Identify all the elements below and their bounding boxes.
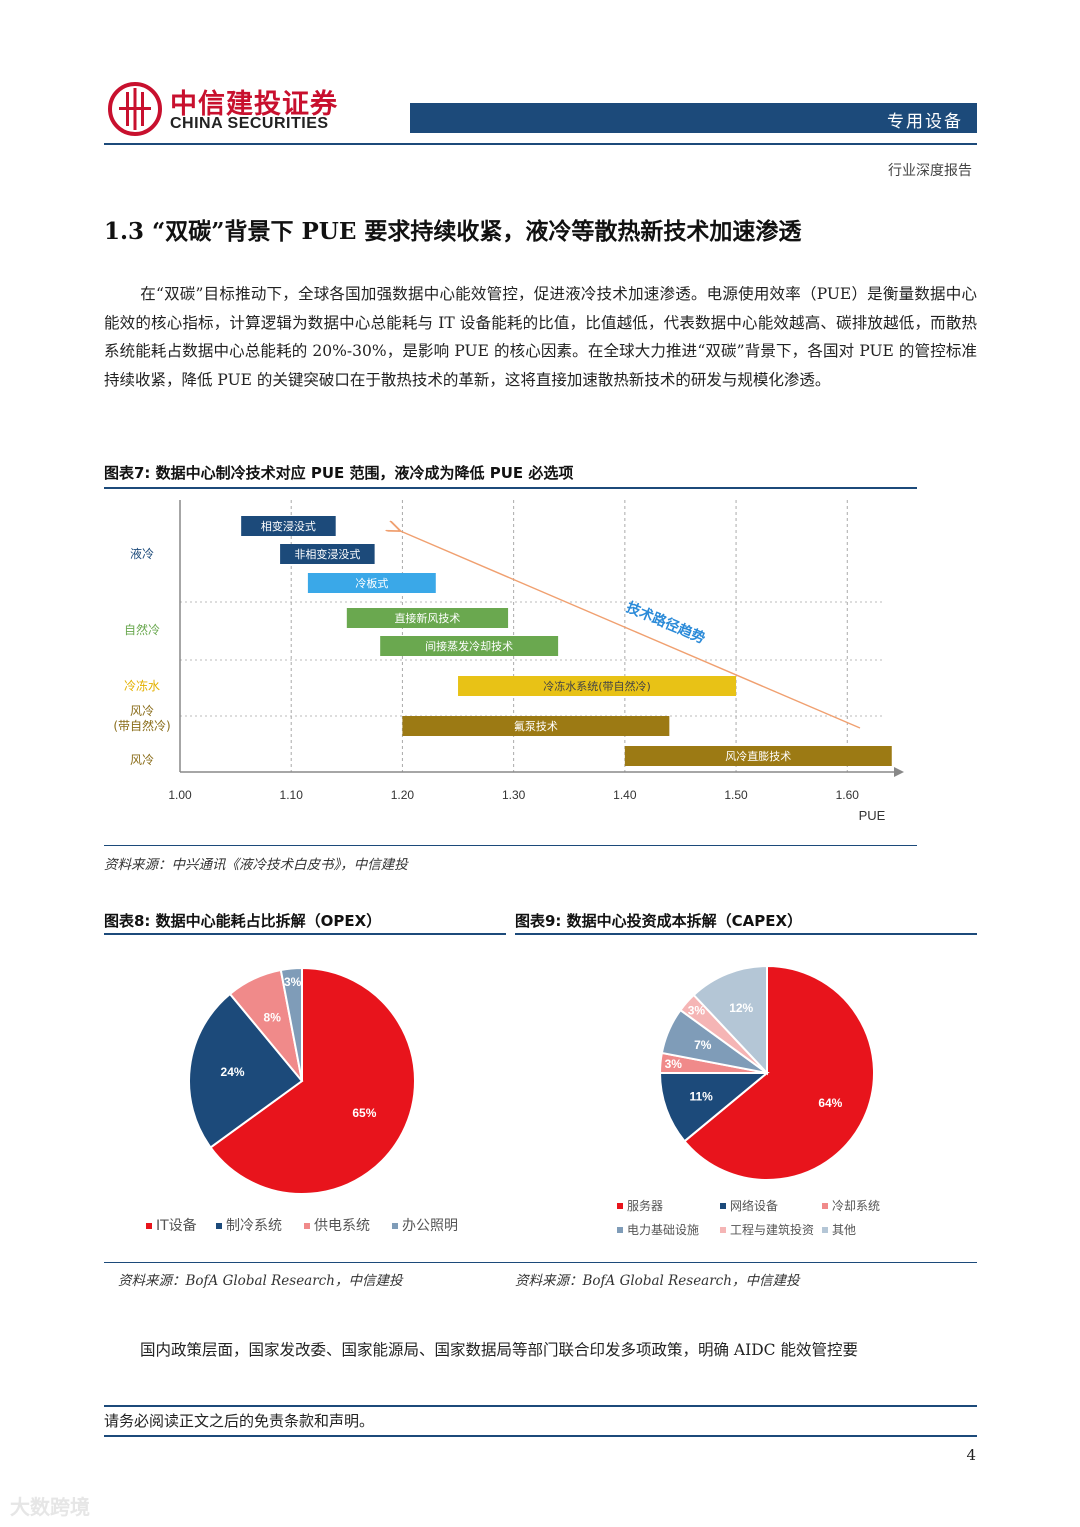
pie-slice xyxy=(279,966,303,1082)
figures-bottom-rule xyxy=(104,1262,977,1263)
pie-slice-label: 11% xyxy=(689,1090,713,1104)
watermark: 大数跨境 xyxy=(10,1495,90,1519)
range-bar xyxy=(624,746,892,766)
pie-slice-label: 65% xyxy=(352,1106,376,1120)
legend-swatch xyxy=(822,1203,828,1209)
figure7-top-rule xyxy=(104,487,917,489)
body-paragraph: 在“双碳”目标推动下，全球各国加强数据中心能效管控，促进液冷技术加速渗透。电源使… xyxy=(104,280,977,394)
report-type-label: 行业深度报告 xyxy=(888,163,972,179)
legend-swatch xyxy=(822,1227,828,1233)
section-title: 1.3 “双碳”背景下 PUE 要求持续收紧，液冷等散热新技术加速渗透 xyxy=(104,218,802,245)
figure8-title: 图表8: 数据中心能耗占比拆解（OPEX） xyxy=(104,912,382,930)
footer-bottom-rule xyxy=(104,1435,977,1437)
x-tick-label: 1.10 xyxy=(280,788,304,802)
figure8-source: 资料来源：BofA Global Research，中信建投 xyxy=(118,1273,403,1289)
pie-slice-label: 3% xyxy=(665,1057,683,1071)
figure9-top-rule xyxy=(515,933,977,935)
pie-slice-label: 3% xyxy=(284,975,302,989)
pie-slice-label: 64% xyxy=(818,1096,842,1110)
pie-slice xyxy=(658,1072,770,1143)
range-bar-label: 风冷直膨技术 xyxy=(725,749,791,763)
legend-label: 冷却系统 xyxy=(832,1199,880,1213)
x-tick-label: 1.00 xyxy=(168,788,192,802)
legend-swatch xyxy=(617,1227,623,1233)
figure9-title: 图表9: 数据中心投资成本拆解（CAPEX） xyxy=(515,912,803,930)
x-tick-label: 1.60 xyxy=(836,788,860,802)
body-paragraph-text: 在“双碳”目标推动下，全球各国加强数据中心能效管控，促进液冷技术加速渗透。电源使… xyxy=(104,285,977,389)
closing-paragraph: 国内政策层面，国家发改委、国家能源局、国家数据局等部门联合印发多项政策，明确 A… xyxy=(140,1341,858,1359)
pie-slice xyxy=(188,992,304,1149)
legend-swatch xyxy=(304,1223,310,1229)
x-tick-label: 1.30 xyxy=(502,788,526,802)
legend-swatch xyxy=(146,1223,152,1229)
pie-slice-label: 7% xyxy=(694,1038,712,1052)
legend-label: 网络设备 xyxy=(730,1198,778,1213)
company-name-cn: 中信建投证券 xyxy=(170,89,338,120)
legend-label: 电力基础设施 xyxy=(627,1223,699,1237)
pie-slice xyxy=(683,964,875,1181)
range-bar-label: 氟泵技术 xyxy=(514,720,558,733)
range-bar xyxy=(380,636,559,656)
x-axis-arrow-icon xyxy=(894,767,904,777)
range-bar xyxy=(307,573,436,593)
legend-label: 制冷系统 xyxy=(226,1218,282,1234)
footer-top-rule xyxy=(104,1405,977,1407)
pie-slice xyxy=(692,964,768,1076)
range-bar-label: 非相变浸没式 xyxy=(294,547,360,561)
x-tick-label: 1.20 xyxy=(391,788,415,802)
range-bar-label: 冷冻水系统(带自然冷) xyxy=(543,679,651,693)
sector-banner: 专用设备 xyxy=(410,103,977,133)
legend-swatch xyxy=(720,1227,726,1233)
trend-annotation: 技术路径趋势 xyxy=(624,599,708,647)
legend-swatch xyxy=(720,1203,726,1209)
pie-slice xyxy=(209,966,416,1195)
x-tick-label: 1.40 xyxy=(613,788,637,802)
company-logo-icon xyxy=(108,82,162,136)
figure7-source: 资料来源：中兴通讯《液冷技术白皮书》，中信建投 xyxy=(104,857,408,873)
legend-label: 工程与建筑投资 xyxy=(730,1222,814,1237)
legend-label: 办公照明 xyxy=(402,1218,458,1234)
opex-pie-chart: 65% 24% 8% 3% IT设备 制冷系统 供电系统 办公照明 xyxy=(146,966,458,1234)
sector-label: 专用设备 xyxy=(887,112,963,132)
category-label: 风冷 xyxy=(130,753,154,767)
company-name-en: CHINA SECURITIES xyxy=(170,115,329,132)
legend-label: IT设备 xyxy=(156,1217,197,1234)
category-label: 风冷 xyxy=(130,704,154,718)
pie-slice-label: 24% xyxy=(221,1065,245,1079)
figure7-bottom-rule xyxy=(104,845,917,846)
legend-swatch xyxy=(392,1223,398,1229)
legend-label: 服务器 xyxy=(627,1198,663,1213)
legend-swatch xyxy=(617,1203,623,1209)
range-bar-label: 间接蒸发冷却技术 xyxy=(425,639,513,653)
range-bar xyxy=(346,608,509,628)
figure7-title: 图表7: 数据中心制冷技术对应 PUE 范围，液冷成为降低 PUE 必选项 xyxy=(104,464,574,482)
category-label: 液冷 xyxy=(130,546,154,561)
range-bar-label: 直接新风技术 xyxy=(394,611,460,625)
range-bar-label: 冷板式 xyxy=(355,576,388,590)
disclaimer-note: 请务必阅读正文之后的免责条款和声明。 xyxy=(104,1412,375,1430)
figure8-top-rule xyxy=(104,933,506,935)
header-divider xyxy=(104,143,977,145)
range-bar-label: 相变浸没式 xyxy=(261,519,316,533)
figure9-source: 资料来源：BofA Global Research，中信建投 xyxy=(515,1273,800,1289)
category-label: 冷冻水 xyxy=(124,678,160,693)
legend-label: 供电系统 xyxy=(314,1218,370,1234)
range-bar xyxy=(402,716,670,736)
x-tick-label: 1.50 xyxy=(724,788,748,802)
pie-slice-label: 8% xyxy=(264,1011,282,1025)
pie-slice-label: 3% xyxy=(688,1004,706,1018)
category-label: 自然冷 xyxy=(124,622,160,637)
category-sublabel: (带自然冷) xyxy=(113,718,170,733)
range-bar xyxy=(458,676,737,696)
x-axis-label: PUE xyxy=(859,808,886,823)
trend-arrow xyxy=(398,530,861,729)
legend-swatch xyxy=(216,1223,222,1229)
page-number: 4 xyxy=(966,1446,976,1464)
pie-slice-label: 12% xyxy=(729,1001,753,1015)
legend-label: 其他 xyxy=(832,1223,856,1237)
range-bar xyxy=(280,544,375,564)
range-bar xyxy=(241,516,336,536)
